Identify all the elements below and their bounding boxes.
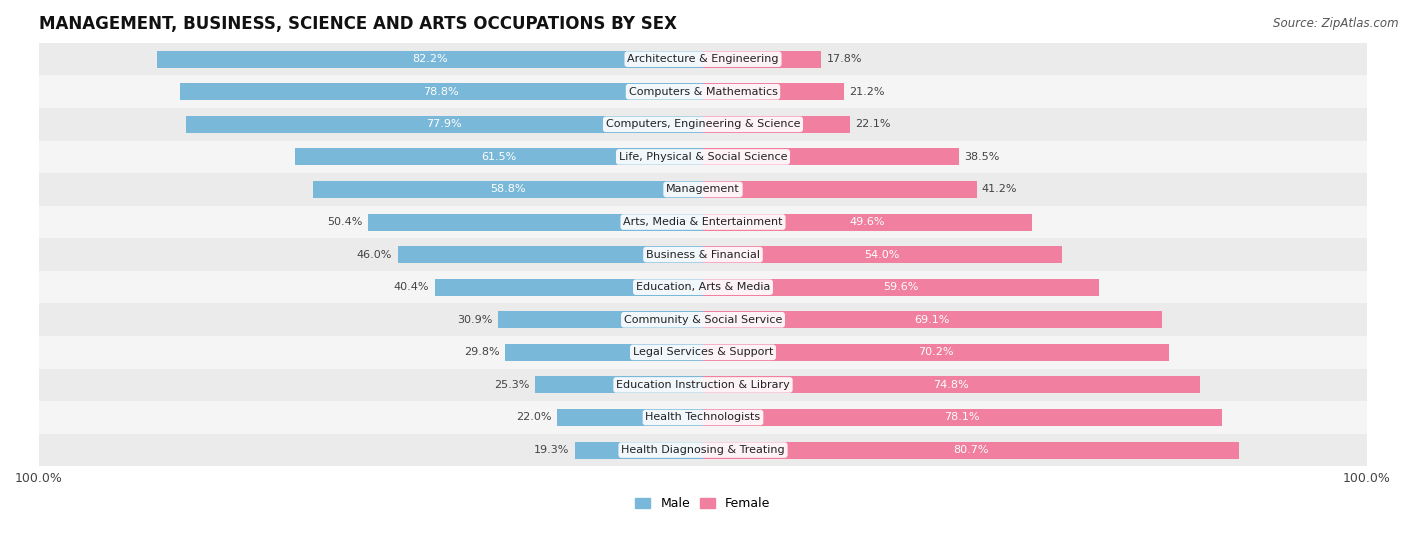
Text: 17.8%: 17.8% [827, 54, 862, 64]
Text: 82.2%: 82.2% [412, 54, 449, 64]
Text: 74.8%: 74.8% [934, 380, 969, 390]
Text: 58.8%: 58.8% [491, 184, 526, 195]
Text: Business & Financial: Business & Financial [645, 250, 761, 259]
Bar [703, 51, 821, 68]
Bar [703, 344, 1170, 361]
Text: MANAGEMENT, BUSINESS, SCIENCE AND ARTS OCCUPATIONS BY SEX: MANAGEMENT, BUSINESS, SCIENCE AND ARTS O… [39, 15, 676, 33]
Text: 78.1%: 78.1% [945, 413, 980, 423]
Bar [157, 51, 703, 68]
Text: 38.5%: 38.5% [965, 152, 1000, 162]
Bar [505, 344, 703, 361]
Bar [703, 409, 1222, 426]
Text: Legal Services & Support: Legal Services & Support [633, 347, 773, 357]
Text: Source: ZipAtlas.com: Source: ZipAtlas.com [1274, 17, 1399, 30]
Bar [39, 336, 1367, 368]
Text: Arts, Media & Entertainment: Arts, Media & Entertainment [623, 217, 783, 227]
Bar [498, 311, 703, 328]
Bar [398, 246, 703, 263]
Text: Community & Social Service: Community & Social Service [624, 315, 782, 325]
Text: Health Diagnosing & Treating: Health Diagnosing & Treating [621, 445, 785, 455]
Text: 49.6%: 49.6% [851, 217, 886, 227]
Bar [434, 279, 703, 296]
Bar [312, 181, 703, 198]
Bar [39, 108, 1367, 141]
Bar [536, 376, 703, 394]
Bar [295, 149, 703, 165]
Text: Architecture & Engineering: Architecture & Engineering [627, 54, 779, 64]
Text: 22.0%: 22.0% [516, 413, 551, 423]
Text: Computers, Engineering & Science: Computers, Engineering & Science [606, 119, 800, 129]
Bar [703, 279, 1098, 296]
Text: 69.1%: 69.1% [915, 315, 950, 325]
Bar [703, 181, 977, 198]
Bar [703, 116, 849, 133]
Bar [39, 238, 1367, 271]
Bar [39, 434, 1367, 466]
Text: Education, Arts & Media: Education, Arts & Media [636, 282, 770, 292]
Text: Life, Physical & Social Science: Life, Physical & Social Science [619, 152, 787, 162]
Text: 19.3%: 19.3% [534, 445, 569, 455]
Bar [703, 149, 959, 165]
Text: 46.0%: 46.0% [357, 250, 392, 259]
Text: Computers & Mathematics: Computers & Mathematics [628, 87, 778, 97]
Bar [39, 75, 1367, 108]
Bar [39, 401, 1367, 434]
Bar [39, 368, 1367, 401]
Bar [703, 246, 1062, 263]
Bar [39, 304, 1367, 336]
Bar [39, 206, 1367, 238]
Bar [39, 173, 1367, 206]
Text: 41.2%: 41.2% [981, 184, 1018, 195]
Bar [703, 83, 844, 100]
Bar [703, 214, 1032, 230]
Text: Management: Management [666, 184, 740, 195]
Text: Education Instruction & Library: Education Instruction & Library [616, 380, 790, 390]
Text: 40.4%: 40.4% [394, 282, 429, 292]
Text: 59.6%: 59.6% [883, 282, 918, 292]
Bar [575, 442, 703, 458]
Text: 22.1%: 22.1% [855, 119, 890, 129]
Bar [39, 141, 1367, 173]
Text: 21.2%: 21.2% [849, 87, 884, 97]
Bar [186, 116, 703, 133]
Text: 70.2%: 70.2% [918, 347, 953, 357]
Bar [368, 214, 703, 230]
Bar [39, 43, 1367, 75]
Text: 30.9%: 30.9% [457, 315, 492, 325]
Text: 78.8%: 78.8% [423, 87, 460, 97]
Text: 77.9%: 77.9% [426, 119, 463, 129]
Bar [703, 442, 1239, 458]
Bar [703, 311, 1161, 328]
Text: 80.7%: 80.7% [953, 445, 988, 455]
Bar [557, 409, 703, 426]
Bar [703, 376, 1199, 394]
Text: 61.5%: 61.5% [481, 152, 516, 162]
Bar [39, 271, 1367, 304]
Legend: Male, Female: Male, Female [630, 492, 776, 515]
Text: 29.8%: 29.8% [464, 347, 499, 357]
Text: 25.3%: 25.3% [495, 380, 530, 390]
Text: Health Technologists: Health Technologists [645, 413, 761, 423]
Text: 50.4%: 50.4% [328, 217, 363, 227]
Text: 54.0%: 54.0% [865, 250, 900, 259]
Bar [180, 83, 703, 100]
